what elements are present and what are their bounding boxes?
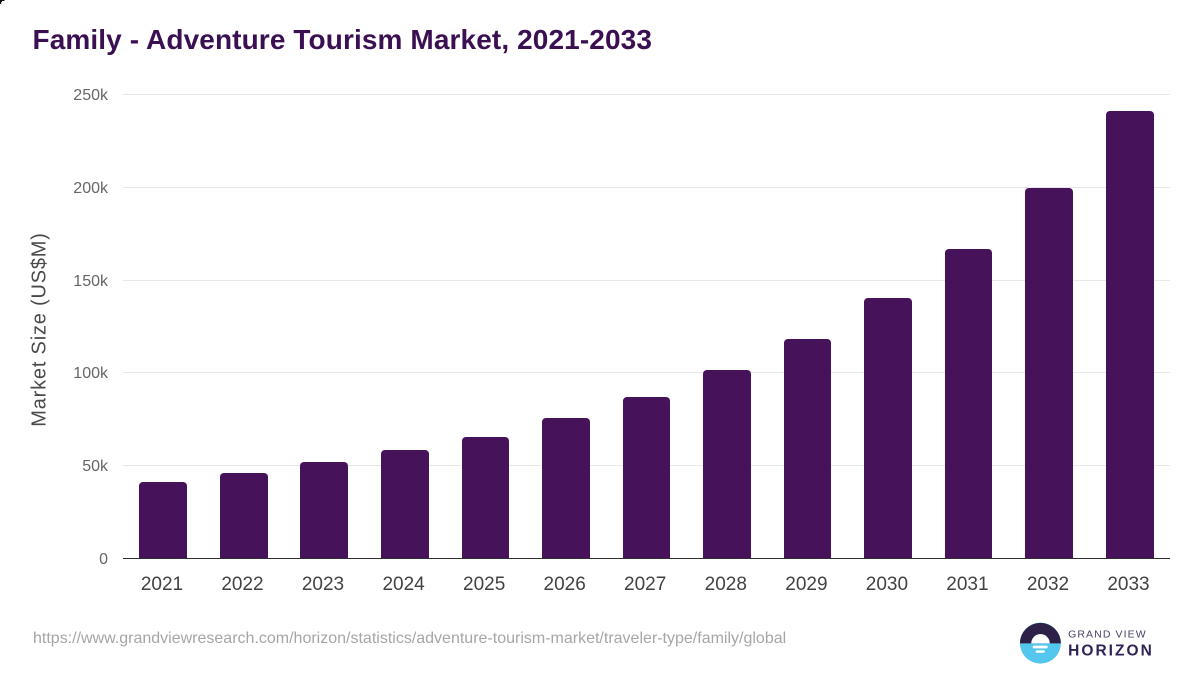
- svg-text:HORIZON: HORIZON: [1068, 643, 1154, 660]
- svg-text:GRAND VIEW: GRAND VIEW: [1068, 629, 1147, 641]
